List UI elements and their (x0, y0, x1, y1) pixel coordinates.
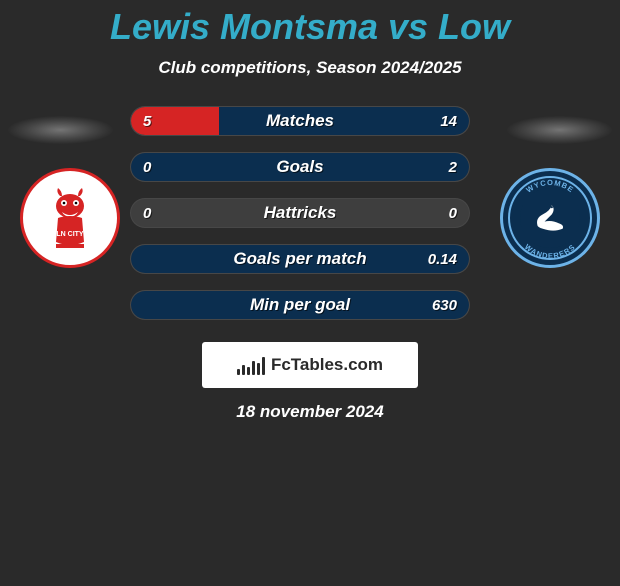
club-badge-left: LN CITY (20, 168, 120, 268)
stat-bar: Goals0 2 (130, 152, 470, 182)
svg-text:LN CITY: LN CITY (56, 231, 84, 238)
infographic-date: 18 november 2024 (0, 402, 620, 422)
stat-label: Min per goal (131, 291, 469, 319)
stat-value-left: 5 (143, 107, 151, 135)
stat-label: Goals (131, 153, 469, 181)
stat-value-right: 630 (432, 291, 457, 319)
stat-bar: Goals per match0.14 (130, 244, 470, 274)
stat-label: Hattricks (131, 199, 469, 227)
stat-bar: Hattricks0 0 (130, 198, 470, 228)
player-shadow-left (8, 116, 113, 144)
subtitle: Club competitions, Season 2024/2025 (0, 58, 620, 78)
stat-value-right: 14 (440, 107, 457, 135)
stat-label: Matches (131, 107, 469, 135)
title-text: Lewis Montsma vs Low (110, 6, 510, 47)
stat-bar: Matches5 14 (130, 106, 470, 136)
stat-value-right: 2 (449, 153, 457, 181)
stat-label: Goals per match (131, 245, 469, 273)
stat-value-left: 0 (143, 153, 151, 181)
club-badge-left-graphic: LN CITY (34, 182, 106, 254)
svg-text:WANDERERS: WANDERERS (523, 242, 577, 260)
brand-text: FcTables.com (271, 355, 383, 375)
bar-chart-icon (237, 355, 265, 375)
brand-badge: FcTables.com (202, 342, 418, 388)
stat-value-right: 0.14 (428, 245, 457, 273)
player-shadow-right (507, 116, 612, 144)
page-title: Lewis Montsma vs Low (0, 6, 620, 48)
imp-crest-icon: LN CITY (38, 186, 102, 250)
stat-value-left: 0 (143, 199, 151, 227)
svg-text:WYCOMBE: WYCOMBE (525, 178, 576, 195)
club-badge-right-text: WYCOMBE WANDERERS (503, 171, 597, 265)
stat-value-right: 0 (449, 199, 457, 227)
club-badge-right: WYCOMBE WANDERERS (500, 168, 600, 268)
stat-bars: Matches514Goals02Hattricks00Goals per ma… (130, 106, 470, 336)
stat-bar: Min per goal630 (130, 290, 470, 320)
